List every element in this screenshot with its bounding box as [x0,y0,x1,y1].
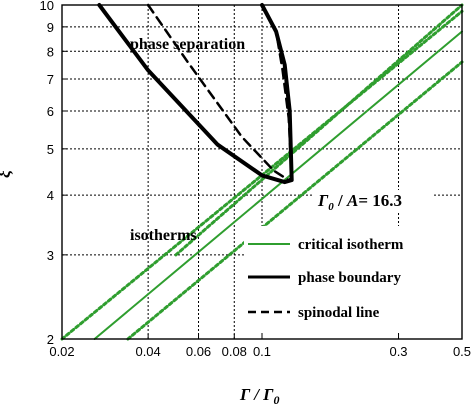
legend-label-critical-isotherm: critical isotherm [298,237,404,253]
x-tick-label: 0.04 [135,344,160,359]
isotherm-line-3 [174,3,464,257]
y-tick-label: 2 [47,332,54,347]
critical-isotherm-line [93,30,463,340]
svg-text:Γ / Γ0: Γ / Γ0 [239,385,279,407]
y-tick-label: 5 [47,142,54,157]
x-axis-title: Γ / Γ0 [239,385,279,407]
y-tick-label: 9 [47,20,54,35]
y-tick-label: 7 [47,72,54,87]
x-tick-label: 0.5 [453,344,471,359]
spinodal-line-line [146,3,293,182]
phase-separation-label: phase separation [130,36,245,53]
ratio-label: Γ0 / A= 16.3 [312,190,432,213]
y-tick-label: 3 [47,248,54,263]
legend-label-spinodal-line: spinodal line [298,305,380,321]
y-tick-label: 10 [40,0,54,13]
y-tick-label: 4 [47,188,54,203]
y-axis-title: ξ [0,170,14,178]
svg-text:Γ0 / A= 16.3: Γ0 / A= 16.3 [317,191,402,213]
y-tick-label: 6 [47,104,54,119]
legend-label-phase-boundary: phase boundary [298,270,401,286]
phase-boundary-line [97,3,294,185]
x-tick-label: 0.02 [49,344,74,359]
x-tick-label: 0.06 [186,344,211,359]
x-tick-label: 0.1 [253,344,271,359]
x-tick-label: 0.08 [222,344,247,359]
x-tick-label: 0.3 [389,344,407,359]
series-lines [60,3,464,341]
isotherms-label: isotherms [130,227,197,244]
isotherm-line-2 [126,60,464,341]
legend: critical isotherm phase boundary spinoda… [244,226,460,332]
axis-ticks: 0.02 0.04 0.06 0.08 0.1 0.3 0.5 2 3 4 5 6 7 8 9 10 [40,0,472,359]
y-tick-label: 8 [47,44,54,59]
